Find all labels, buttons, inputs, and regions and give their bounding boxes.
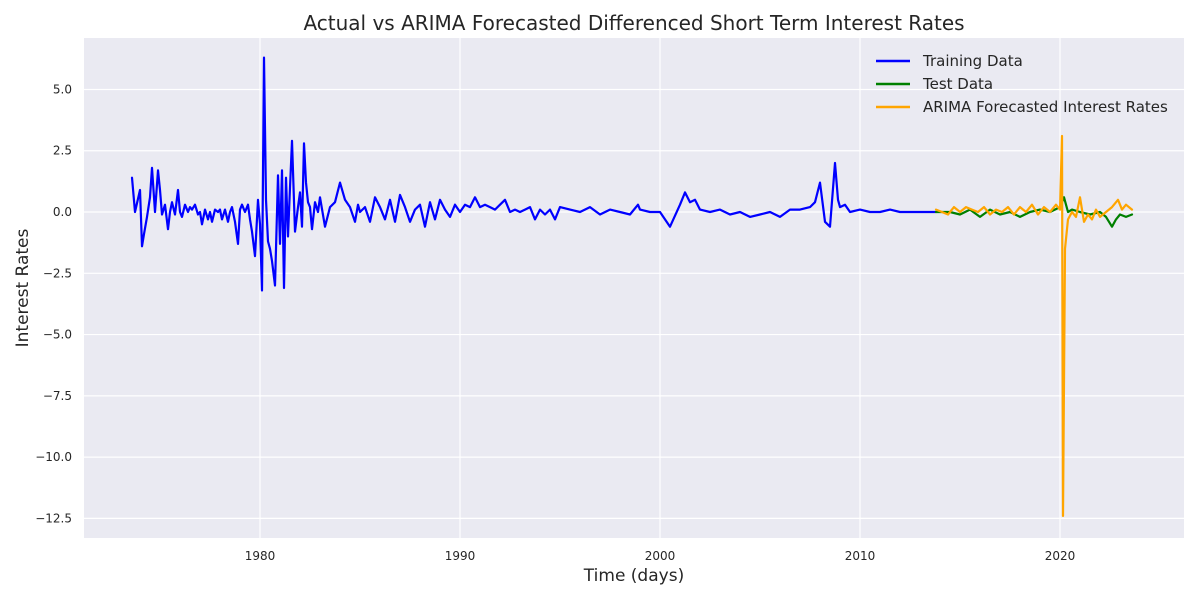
x-tick-label: 2020 xyxy=(1045,549,1076,563)
series-line-3 xyxy=(934,134,1134,518)
y-axis-title: Interest Rates xyxy=(13,228,33,347)
chart-title: Actual vs ARIMA Forecasted Differenced S… xyxy=(303,11,964,35)
x-tick-label: 1980 xyxy=(245,549,276,563)
legend-label: Test Data xyxy=(922,75,993,93)
legend-label: ARIMA Forecasted Interest Rates xyxy=(923,98,1168,116)
y-tick-label: −2.5 xyxy=(43,266,72,280)
series-lines xyxy=(130,56,1134,518)
tick-labels: 1980 1990 2000 2010 2020 5.0 2.5 0.0 −2.5 −5.0 −7.… xyxy=(35,82,1075,563)
y-tick-label: 5.0 xyxy=(53,82,72,96)
legend-label: Training Data xyxy=(922,52,1023,70)
x-tick-label: 2000 xyxy=(645,549,676,563)
x-axis-title: Time (days) xyxy=(583,566,684,586)
x-tick-label: 2010 xyxy=(845,549,876,563)
y-tick-label: −12.5 xyxy=(35,511,72,525)
legend: Training Data Test Data ARIMA Forecasted I… xyxy=(876,52,1168,116)
y-tick-label: 2.5 xyxy=(53,144,72,158)
y-tick-label: 0.0 xyxy=(53,205,72,219)
plot-area xyxy=(84,38,1184,538)
x-tick-label: 1990 xyxy=(445,549,476,563)
y-tick-label: −7.5 xyxy=(43,389,72,403)
y-tick-label: −10.0 xyxy=(35,450,72,464)
y-tick-label: −5.0 xyxy=(43,328,72,342)
series-line-1 xyxy=(130,56,938,292)
